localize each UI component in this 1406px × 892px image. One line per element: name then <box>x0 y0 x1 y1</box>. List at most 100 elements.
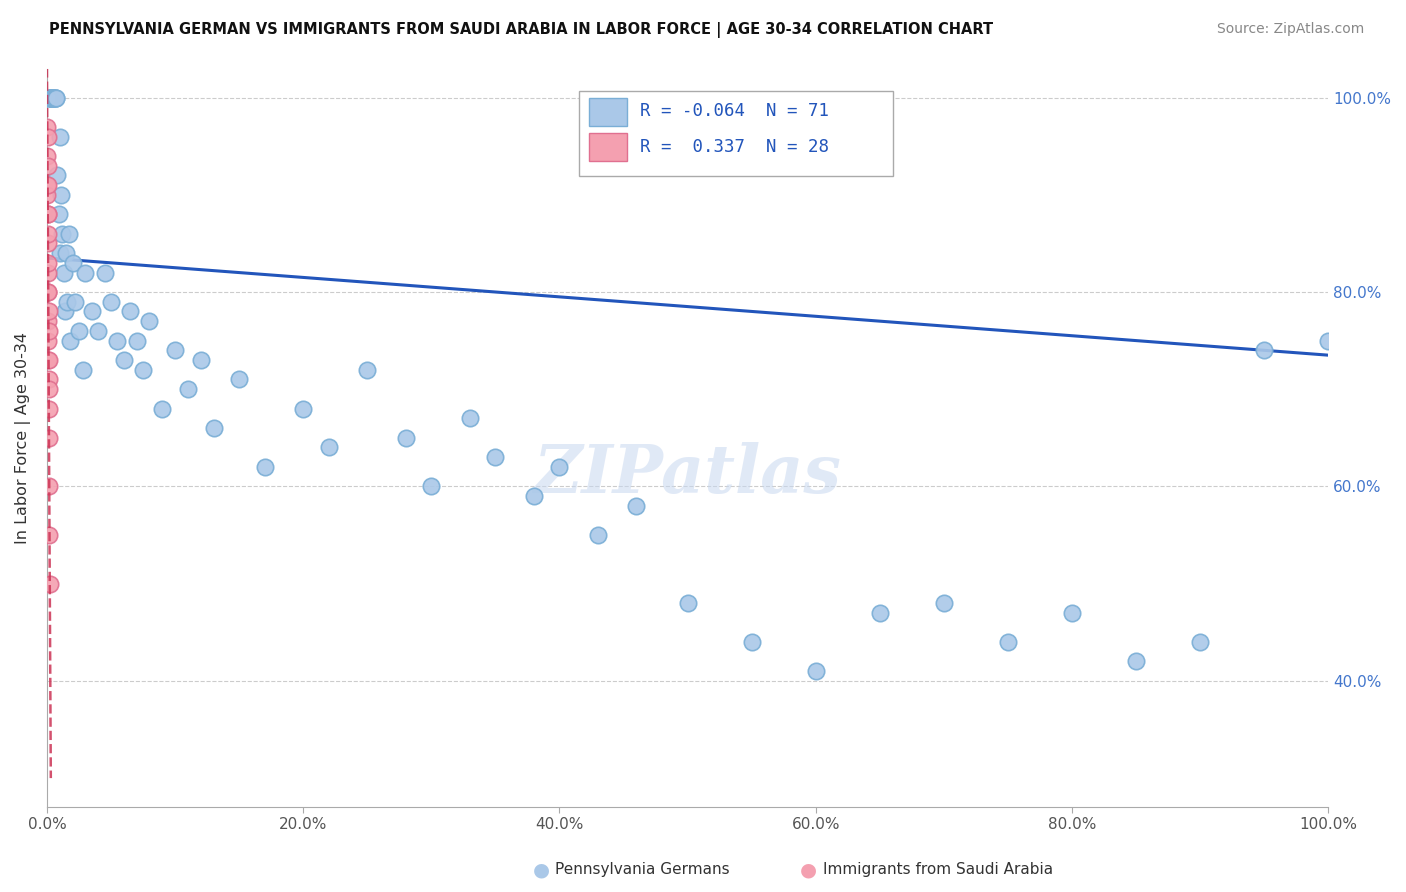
Bar <box>589 98 627 126</box>
Point <box>626 499 648 513</box>
Point <box>420 479 443 493</box>
Point <box>39 90 62 104</box>
Point <box>38 431 60 445</box>
Point <box>997 635 1019 649</box>
Text: Pennsylvania Germans: Pennsylvania Germans <box>555 863 730 877</box>
Point <box>107 334 129 348</box>
Point <box>37 285 59 299</box>
Point <box>125 334 148 348</box>
Point <box>37 90 59 104</box>
Point <box>51 227 73 241</box>
Point <box>42 90 65 104</box>
Point <box>523 489 546 503</box>
Point <box>38 90 60 104</box>
Point <box>37 187 59 202</box>
Point <box>42 90 65 104</box>
Point <box>37 285 59 299</box>
Point <box>202 421 225 435</box>
Point <box>37 334 59 348</box>
Point <box>1125 654 1147 668</box>
Point <box>49 129 72 144</box>
Text: ZIPatlas: ZIPatlas <box>534 442 842 508</box>
Point <box>676 596 699 610</box>
Point <box>1253 343 1275 358</box>
Point <box>38 401 60 416</box>
Point <box>177 382 200 396</box>
Point <box>52 266 75 280</box>
Point <box>165 343 187 358</box>
Point <box>37 236 59 251</box>
Point <box>253 459 276 474</box>
Point <box>93 266 115 280</box>
Point <box>112 353 135 368</box>
Point <box>38 304 60 318</box>
Point <box>37 227 59 241</box>
Point <box>37 120 59 134</box>
Point <box>37 129 59 144</box>
Point <box>38 479 60 493</box>
FancyBboxPatch shape <box>579 91 893 176</box>
Point <box>1317 334 1340 348</box>
Point <box>62 256 84 270</box>
Point <box>100 294 122 309</box>
Point <box>37 178 59 193</box>
Point <box>44 90 66 104</box>
Point <box>80 304 103 318</box>
Point <box>356 363 378 377</box>
Point <box>38 576 60 591</box>
Point <box>132 363 155 377</box>
Point <box>41 90 63 104</box>
Text: R = -0.064  N = 71: R = -0.064 N = 71 <box>640 103 830 120</box>
Point <box>37 178 59 193</box>
Point <box>38 382 60 396</box>
Point <box>548 459 571 474</box>
Point <box>37 207 59 221</box>
Point <box>150 401 173 416</box>
Point <box>1060 606 1083 620</box>
Point <box>804 664 827 678</box>
Point <box>37 149 59 163</box>
Point <box>292 401 315 416</box>
Text: Immigrants from Saudi Arabia: Immigrants from Saudi Arabia <box>823 863 1053 877</box>
Point <box>55 246 77 260</box>
Text: ●: ● <box>800 860 817 880</box>
Point <box>49 246 72 260</box>
Point <box>38 324 60 338</box>
Point <box>44 90 66 104</box>
Point <box>48 207 70 221</box>
Point <box>38 372 60 386</box>
Point <box>38 528 60 542</box>
Point <box>120 304 142 318</box>
Point <box>58 227 80 241</box>
Point <box>67 324 90 338</box>
Text: PENNSYLVANIA GERMAN VS IMMIGRANTS FROM SAUDI ARABIA IN LABOR FORCE | AGE 30-34 C: PENNSYLVANIA GERMAN VS IMMIGRANTS FROM S… <box>49 22 993 38</box>
Point <box>39 90 62 104</box>
Point <box>45 90 67 104</box>
Point <box>458 411 481 425</box>
Point <box>38 353 60 368</box>
Text: R =  0.337  N = 28: R = 0.337 N = 28 <box>640 137 830 156</box>
Bar <box>589 133 627 161</box>
Point <box>37 159 59 173</box>
Point <box>741 635 763 649</box>
Point <box>318 441 340 455</box>
Point <box>37 314 59 328</box>
Point <box>42 90 65 104</box>
Point <box>38 90 60 104</box>
Point <box>53 304 76 318</box>
Point <box>586 528 609 542</box>
Point <box>56 294 79 309</box>
Point <box>45 90 67 104</box>
Y-axis label: In Labor Force | Age 30-34: In Labor Force | Age 30-34 <box>15 332 31 544</box>
Point <box>484 450 506 465</box>
Point <box>41 90 63 104</box>
Text: Source: ZipAtlas.com: Source: ZipAtlas.com <box>1216 22 1364 37</box>
Point <box>138 314 160 328</box>
Point <box>39 90 62 104</box>
Point <box>49 187 72 202</box>
Point <box>46 169 69 183</box>
Point <box>37 353 59 368</box>
Point <box>1189 635 1212 649</box>
Point <box>37 266 59 280</box>
Text: ●: ● <box>533 860 550 880</box>
